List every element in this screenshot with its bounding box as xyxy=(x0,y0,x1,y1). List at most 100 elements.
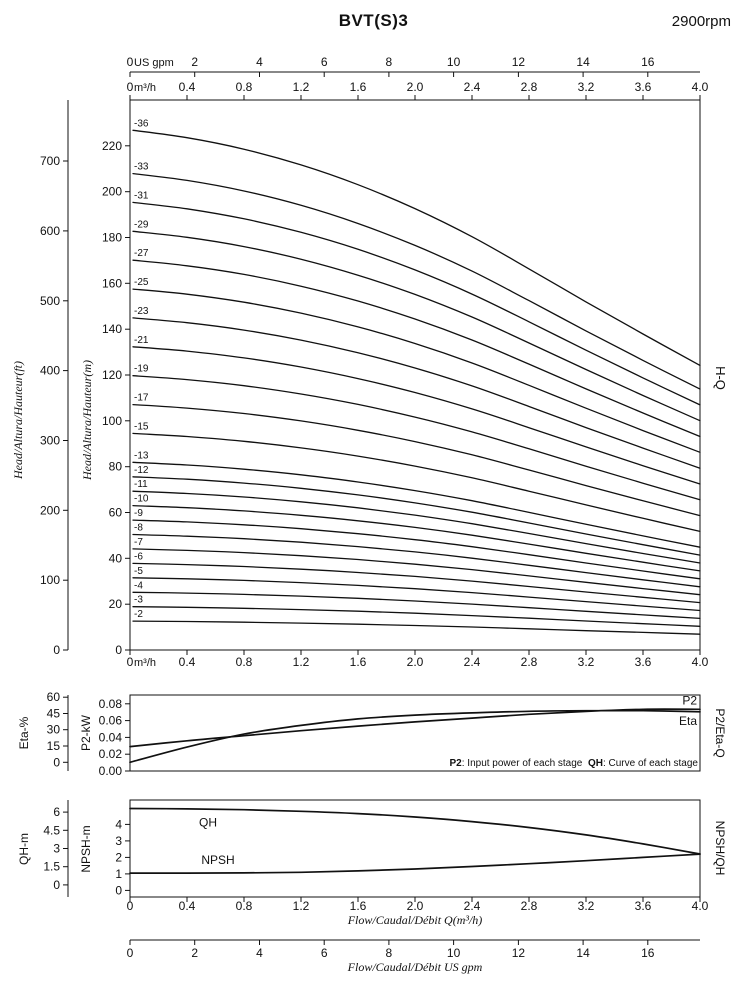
eta-axis-title: Eta-% xyxy=(17,716,31,749)
tick-label: 2.0 xyxy=(407,899,424,913)
stage-curve-label: -7 xyxy=(134,537,143,548)
head-m-axis-title: Head/Altura/Hauteur(m) xyxy=(80,360,94,481)
hq-stage-curve xyxy=(132,288,701,453)
stage-curve-label: -29 xyxy=(134,219,149,230)
tick-label: 2.4 xyxy=(464,899,481,913)
stage-curve-label: -19 xyxy=(134,364,149,375)
tick-label: 1.2 xyxy=(293,655,310,669)
tick-label: 4.5 xyxy=(43,823,60,837)
tick-label: 0.00 xyxy=(99,764,123,778)
tick-label: 0 xyxy=(127,655,134,669)
tick-label: 3.2 xyxy=(578,655,595,669)
tick-label: 14 xyxy=(576,946,590,960)
stage-curve-label: -4 xyxy=(134,580,143,591)
tick-label: 8 xyxy=(386,946,393,960)
tick-label: 140 xyxy=(102,322,122,336)
section-label-p2-eta: P2/Eta-Q xyxy=(713,708,727,757)
hq-stage-curve xyxy=(132,230,701,422)
tick-label: 0 xyxy=(127,899,134,913)
tick-label: 0.06 xyxy=(99,714,123,728)
hq-stage-curve xyxy=(132,432,701,533)
stage-curve-label: -6 xyxy=(134,551,143,562)
stage-curve-label: -36 xyxy=(134,118,149,129)
hq-stage-curve xyxy=(132,461,701,548)
tick-label: 120 xyxy=(102,368,122,382)
tick-label: 2 xyxy=(115,850,122,864)
tick-label: 4 xyxy=(256,946,263,960)
tick-label: 100 xyxy=(40,573,60,587)
hq-stage-curve xyxy=(132,490,701,564)
tick-label: 200 xyxy=(40,503,60,517)
tick-label: 12 xyxy=(512,946,526,960)
tick-label: 2 xyxy=(191,55,198,69)
tick-label: 160 xyxy=(102,276,122,290)
tick-label: 0.4 xyxy=(179,655,196,669)
tick-label: 100 xyxy=(102,414,122,428)
top-gpm-unit-label: US gpm xyxy=(134,57,174,69)
tick-label: 220 xyxy=(102,139,122,153)
tick-label: 3.6 xyxy=(635,80,652,94)
tick-label: 4.0 xyxy=(692,80,709,94)
tick-label: 20 xyxy=(109,597,123,611)
tick-label: 1.6 xyxy=(350,899,367,913)
hq-stage-curve xyxy=(132,375,701,501)
stage-curve-label: -8 xyxy=(134,523,143,534)
tick-label: 400 xyxy=(40,364,60,378)
tick-label: 8 xyxy=(386,55,393,69)
tick-label: 3.6 xyxy=(635,899,652,913)
hq-stage-curve xyxy=(132,606,701,627)
hq-stage-curve xyxy=(132,476,701,556)
tick-label: 2.8 xyxy=(521,655,538,669)
flow-gpm-axis-title: Flow/Caudal/Débit US gpm xyxy=(347,960,483,974)
rpm-label: 2900rpm xyxy=(671,13,731,30)
tick-label: 0 xyxy=(53,643,60,657)
hq-stage-curve xyxy=(132,172,701,390)
npsh-axis-title: NPSH-m xyxy=(79,825,93,872)
stage-curve-label: -2 xyxy=(134,609,143,620)
tick-label: 10 xyxy=(447,946,461,960)
tick-label: 2.0 xyxy=(407,80,424,94)
hq-stage-curve xyxy=(132,346,701,485)
tick-label: 15 xyxy=(47,739,61,753)
tick-label: 4.0 xyxy=(692,655,709,669)
tick-label: 40 xyxy=(109,551,123,565)
tick-label: 6 xyxy=(321,946,328,960)
hq-stage-curve xyxy=(132,533,701,588)
stage-curve-label: -33 xyxy=(134,162,149,173)
power-plot-box xyxy=(129,694,701,772)
tick-label: 0.8 xyxy=(236,899,253,913)
stage-curve-label: -9 xyxy=(134,508,143,519)
tick-label: 2 xyxy=(191,946,198,960)
tick-label: 12 xyxy=(512,55,526,69)
qh-curve xyxy=(129,807,701,855)
section-label-hq: H-Q xyxy=(713,366,728,390)
tick-label: 180 xyxy=(102,231,122,245)
hq-stage-curve xyxy=(132,577,701,612)
stage-curve-label: -17 xyxy=(134,393,149,404)
tick-label: 2.8 xyxy=(521,899,538,913)
stage-curve-label: -13 xyxy=(134,450,149,461)
tick-label: 0.4 xyxy=(179,80,196,94)
tick-label: 1.2 xyxy=(293,80,310,94)
tick-label: 60 xyxy=(109,506,123,520)
tick-label: 30 xyxy=(47,723,61,737)
stage-curve-label: -25 xyxy=(134,277,149,288)
tick-label: 500 xyxy=(40,294,60,308)
tick-label: 3.6 xyxy=(635,655,652,669)
npsh-curve-label: NPSH xyxy=(201,853,234,867)
tick-label: 80 xyxy=(109,460,123,474)
flow-m3h-axis-title: Flow/Caudal/Débit Q(m³/h) xyxy=(347,913,483,927)
tick-label: 3 xyxy=(115,834,122,848)
stage-curve-label: -23 xyxy=(134,306,149,317)
hq-stage-curve xyxy=(132,562,701,604)
stage-curve-label: -12 xyxy=(134,465,149,476)
power-chart-note: P2: Input power of each stage QH: Curve … xyxy=(450,758,699,769)
tick-label: 0.02 xyxy=(99,747,123,761)
tick-label: 0.08 xyxy=(99,697,123,711)
tick-label: 1.6 xyxy=(350,80,367,94)
npsh-plot-box xyxy=(129,799,701,898)
p2-axis-title: P2-kW xyxy=(79,714,93,751)
tick-label: 2.4 xyxy=(464,80,481,94)
tick-label: 0.8 xyxy=(236,80,253,94)
